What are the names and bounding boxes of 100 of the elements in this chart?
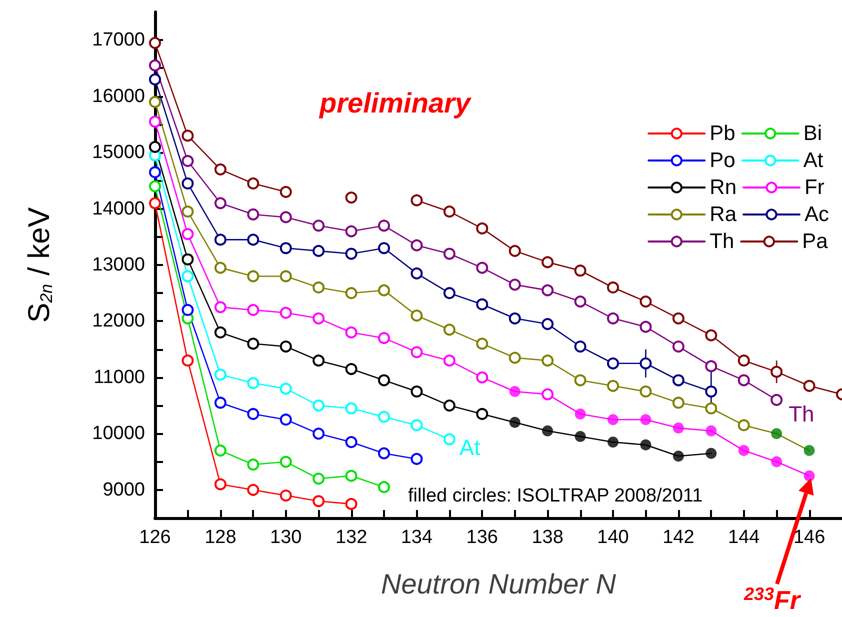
point bbox=[345, 498, 358, 510]
point bbox=[345, 287, 358, 300]
point bbox=[508, 244, 521, 257]
point bbox=[738, 445, 750, 456]
point bbox=[247, 458, 260, 471]
legend-label: Pa bbox=[802, 230, 828, 253]
legend-label: Ac bbox=[804, 203, 830, 226]
point bbox=[574, 430, 586, 442]
point bbox=[574, 340, 586, 353]
point bbox=[182, 154, 194, 167]
annotation: Th bbox=[788, 401, 814, 426]
point bbox=[705, 329, 718, 342]
point bbox=[280, 242, 292, 254]
point bbox=[312, 495, 325, 508]
point bbox=[705, 360, 718, 372]
point bbox=[476, 408, 488, 420]
point bbox=[345, 248, 358, 260]
y-tick-label: 14000 bbox=[92, 198, 145, 220]
point bbox=[508, 278, 521, 291]
point bbox=[149, 96, 161, 108]
point bbox=[804, 445, 815, 456]
legend-label: Rn bbox=[710, 176, 737, 199]
point bbox=[247, 304, 260, 316]
point bbox=[214, 234, 226, 246]
point bbox=[443, 400, 456, 412]
point bbox=[312, 220, 325, 232]
point bbox=[182, 354, 194, 367]
point bbox=[280, 186, 292, 198]
point bbox=[640, 320, 652, 333]
point bbox=[214, 197, 226, 210]
point bbox=[574, 408, 586, 420]
point bbox=[771, 456, 782, 468]
point bbox=[574, 374, 586, 386]
y-tick-label: 11000 bbox=[94, 366, 145, 388]
point bbox=[738, 374, 750, 386]
point bbox=[443, 433, 456, 446]
point bbox=[247, 234, 260, 246]
point bbox=[247, 208, 260, 220]
point bbox=[280, 456, 292, 468]
legend-label: Bi bbox=[803, 122, 822, 145]
point bbox=[738, 419, 750, 432]
x-tick-label: 136 bbox=[466, 527, 498, 548]
point bbox=[182, 130, 194, 142]
point bbox=[443, 287, 456, 300]
y-axis-title: S2n / keV bbox=[23, 207, 56, 323]
x-tick-label: 144 bbox=[728, 527, 760, 548]
point bbox=[214, 326, 226, 338]
point bbox=[312, 400, 325, 412]
point bbox=[182, 270, 194, 282]
point bbox=[214, 301, 226, 314]
x-tick-label: 126 bbox=[139, 527, 171, 548]
point bbox=[280, 340, 292, 353]
point bbox=[771, 428, 782, 440]
point bbox=[672, 374, 684, 386]
point bbox=[312, 472, 325, 485]
y-tick-label: 10000 bbox=[92, 423, 145, 444]
legend-label: Fr bbox=[804, 176, 824, 199]
point bbox=[214, 262, 226, 274]
point bbox=[508, 352, 521, 364]
point bbox=[312, 244, 325, 257]
x-tick-label: 142 bbox=[662, 527, 694, 548]
point bbox=[640, 357, 652, 370]
point bbox=[770, 366, 783, 378]
x-tick-label: 128 bbox=[204, 527, 236, 548]
point bbox=[345, 326, 358, 338]
point bbox=[640, 414, 652, 426]
point bbox=[672, 422, 684, 434]
point bbox=[378, 410, 390, 423]
y-tick-label: 13000 bbox=[92, 254, 145, 276]
point bbox=[214, 163, 226, 176]
point bbox=[542, 388, 554, 400]
x-tick-label: 132 bbox=[335, 527, 368, 548]
legend-label: Po bbox=[710, 149, 736, 172]
point bbox=[770, 394, 783, 406]
point bbox=[149, 36, 161, 49]
point bbox=[378, 332, 390, 344]
point bbox=[247, 270, 260, 282]
point bbox=[705, 402, 718, 414]
point bbox=[443, 324, 456, 336]
point bbox=[803, 380, 816, 392]
point bbox=[443, 248, 456, 260]
point bbox=[247, 408, 260, 420]
point bbox=[476, 222, 488, 234]
point bbox=[378, 242, 390, 254]
point bbox=[672, 450, 684, 462]
point bbox=[149, 116, 161, 128]
point bbox=[476, 338, 488, 350]
point bbox=[345, 192, 358, 204]
point bbox=[672, 396, 684, 409]
point bbox=[410, 346, 423, 358]
y-tick-label: 9000 bbox=[102, 479, 145, 500]
point bbox=[378, 220, 390, 232]
point bbox=[607, 281, 619, 294]
point bbox=[542, 256, 554, 268]
point bbox=[312, 354, 325, 367]
point bbox=[214, 368, 226, 381]
point bbox=[706, 448, 717, 459]
x-tick-label: 134 bbox=[400, 527, 433, 548]
point bbox=[280, 490, 292, 502]
point bbox=[608, 436, 618, 448]
